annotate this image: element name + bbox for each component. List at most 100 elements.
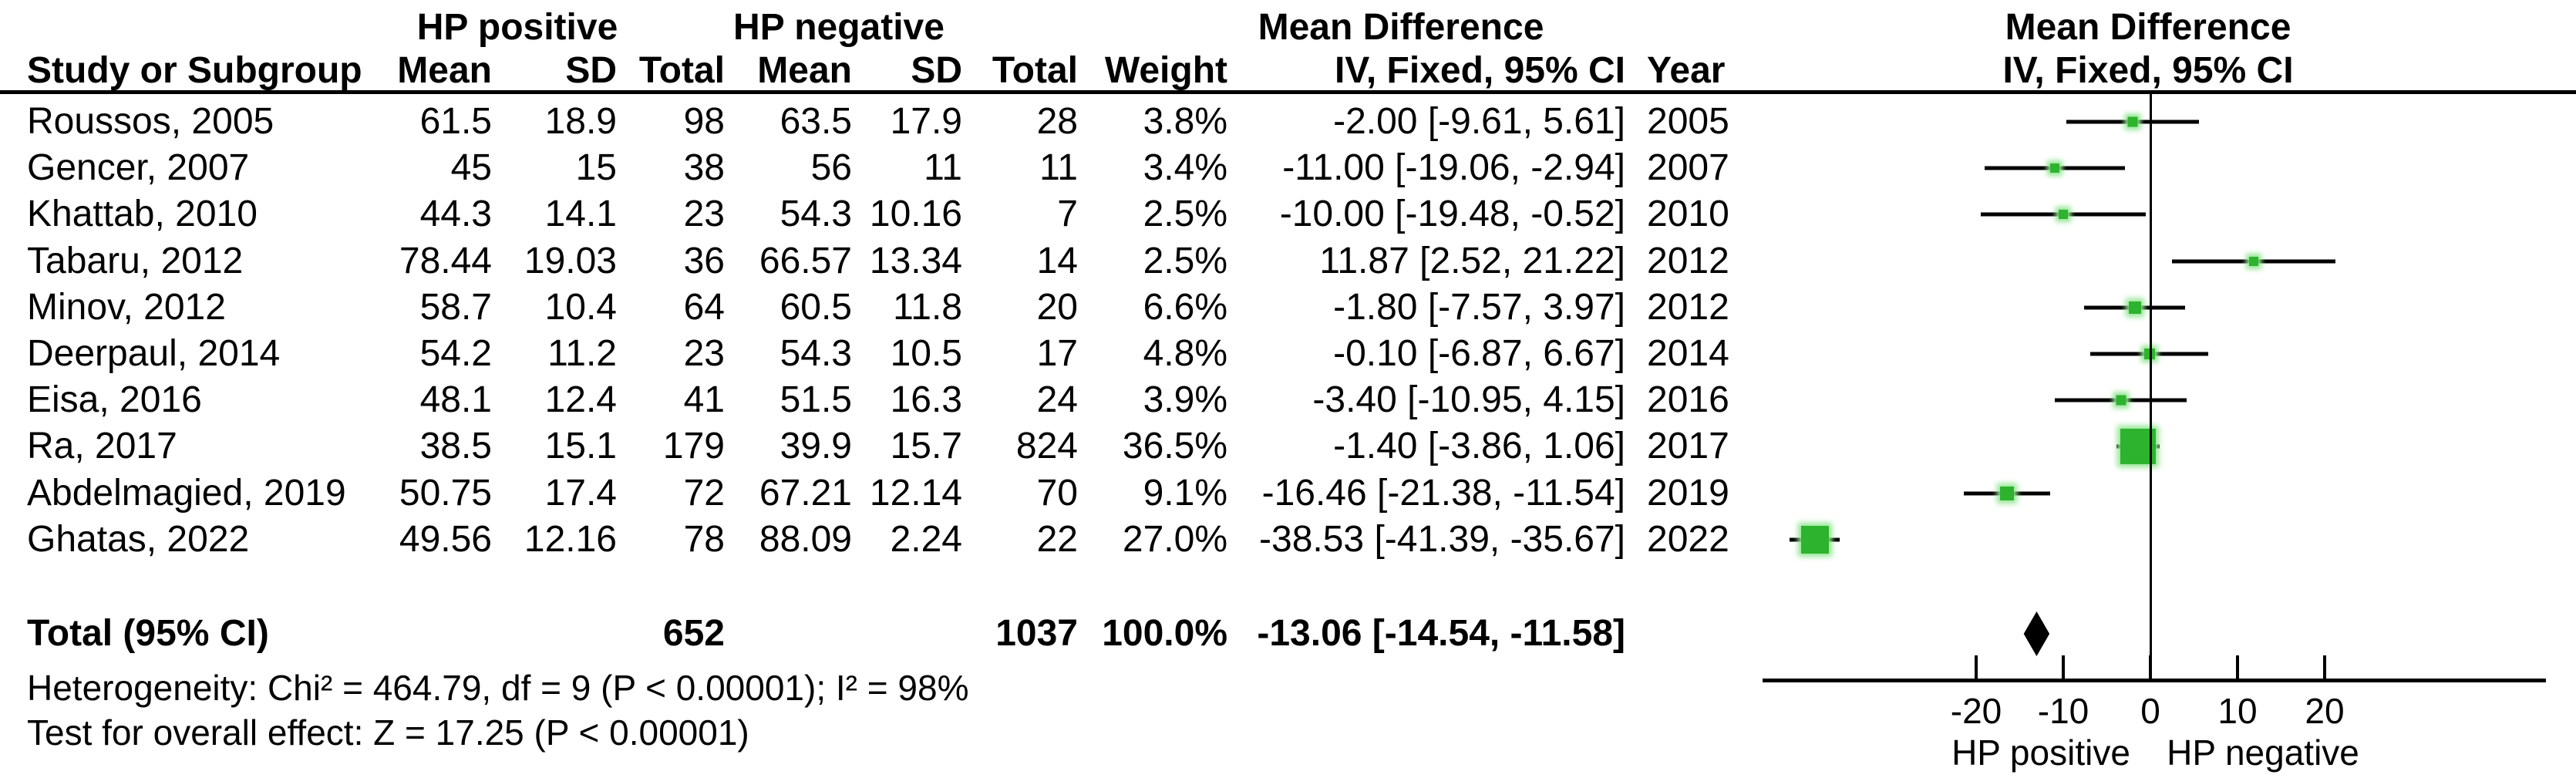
mean2-value: 56 bbox=[810, 147, 852, 189]
sd1-value: 12.16 bbox=[524, 518, 617, 560]
study-name: Abdelmagied, 2019 bbox=[27, 472, 346, 514]
axis-label-left: HP positive bbox=[1951, 733, 2130, 773]
header-separator-line bbox=[0, 90, 2576, 94]
study-name: Roussos, 2005 bbox=[27, 101, 274, 142]
mean2-value: 60.5 bbox=[780, 286, 852, 328]
sd1-value: 10.4 bbox=[544, 286, 617, 328]
total-ci-text: -13.06 [-14.54, -11.58] bbox=[1257, 613, 1625, 654]
axis-tick bbox=[2236, 655, 2239, 680]
sd1-value: 12.4 bbox=[544, 379, 617, 421]
x-axis-line bbox=[1763, 679, 2546, 682]
group-header-hp-negative: HP negative bbox=[733, 7, 945, 48]
ci-text-value: -11.00 [-19.06, -2.94] bbox=[1282, 147, 1625, 189]
mean2-value: 54.3 bbox=[780, 194, 852, 235]
effect-square bbox=[2116, 395, 2126, 406]
mean1-value: 54.2 bbox=[419, 333, 492, 374]
mean1-value: 61.5 bbox=[419, 101, 492, 142]
total1-value: 64 bbox=[683, 286, 725, 328]
md-column-header: Mean Difference bbox=[1258, 7, 1544, 48]
plot-subheader-ci: IV, Fixed, 95% CI bbox=[2002, 50, 2294, 91]
total-n1: 652 bbox=[662, 613, 725, 654]
ci-text-value: -10.00 [-19.48, -0.52] bbox=[1279, 194, 1625, 235]
total2-value: 28 bbox=[1036, 101, 1078, 142]
ci-text-value: -3.40 [-10.95, 4.15] bbox=[1312, 379, 1625, 421]
study-name: Gencer, 2007 bbox=[27, 147, 250, 189]
mean1-value: 38.5 bbox=[419, 426, 492, 467]
total2-value: 70 bbox=[1036, 472, 1078, 514]
mean2-value: 51.5 bbox=[780, 379, 852, 421]
study-name: Minov, 2012 bbox=[27, 286, 226, 328]
pooled-effect-diamond bbox=[2023, 611, 2050, 656]
mean1-value: 49.56 bbox=[399, 518, 492, 560]
year-value: 2010 bbox=[1647, 194, 1729, 235]
total2-value: 14 bbox=[1036, 240, 1078, 281]
year-value: 2012 bbox=[1647, 286, 1729, 328]
axis-tick bbox=[1975, 655, 1978, 680]
weight-value: 9.1% bbox=[1143, 472, 1227, 514]
col-header-study: Study or Subgroup bbox=[27, 50, 362, 91]
year-value: 2019 bbox=[1647, 472, 1729, 514]
col-header-total1: Total bbox=[638, 50, 725, 91]
sd2-value: 11 bbox=[924, 147, 962, 189]
effect-square bbox=[2143, 349, 2155, 359]
axis-tick bbox=[2062, 655, 2065, 680]
sd2-value: 16.3 bbox=[890, 379, 962, 421]
sd2-value: 15.7 bbox=[890, 426, 962, 467]
weight-value: 4.8% bbox=[1143, 333, 1227, 374]
effect-square bbox=[1800, 525, 1829, 554]
total1-value: 98 bbox=[683, 101, 725, 142]
sd2-value: 2.24 bbox=[890, 518, 962, 560]
year-value: 2012 bbox=[1647, 240, 1729, 281]
study-name: Tabaru, 2012 bbox=[27, 240, 244, 281]
axis-tick-label: 0 bbox=[2140, 691, 2160, 731]
mean1-value: 58.7 bbox=[419, 286, 492, 328]
axis-tick-label: -10 bbox=[2037, 691, 2089, 731]
heterogeneity-text: Heterogeneity: Chi² = 464.79, df = 9 (P … bbox=[27, 668, 969, 708]
ci-text-value: -16.46 [-21.38, -11.54] bbox=[1261, 472, 1625, 514]
mean2-value: 66.57 bbox=[759, 240, 852, 281]
year-value: 2005 bbox=[1647, 101, 1729, 142]
total2-value: 11 bbox=[1039, 147, 1078, 189]
total1-value: 23 bbox=[683, 194, 725, 235]
year-value: 2017 bbox=[1647, 426, 1729, 467]
col-header-sd2: SD bbox=[911, 50, 962, 91]
ci-text-value: -2.00 [-9.61, 5.61] bbox=[1333, 101, 1625, 142]
ci-text-value: -1.80 [-7.57, 3.97] bbox=[1333, 286, 1625, 328]
total1-value: 36 bbox=[683, 240, 725, 281]
total-n2: 1037 bbox=[995, 613, 1078, 654]
overall-effect-text: Test for overall effect: Z = 17.25 (P < … bbox=[27, 712, 749, 753]
weight-value: 36.5% bbox=[1122, 426, 1227, 467]
total1-value: 23 bbox=[683, 333, 725, 374]
total1-value: 179 bbox=[662, 426, 725, 467]
sd1-value: 19.03 bbox=[524, 240, 617, 281]
weight-value: 6.6% bbox=[1143, 286, 1227, 328]
col-header-year: Year bbox=[1647, 50, 1726, 91]
ci-text-value: -1.40 [-3.86, 1.06] bbox=[1333, 426, 1625, 467]
sd2-value: 13.34 bbox=[869, 240, 962, 281]
weight-value: 3.9% bbox=[1143, 379, 1227, 421]
study-name: Khattab, 2010 bbox=[27, 194, 258, 235]
mean1-value: 50.75 bbox=[399, 472, 492, 514]
group-header-hp-positive: HP positive bbox=[416, 7, 618, 48]
axis-tick bbox=[2149, 655, 2152, 680]
effect-square bbox=[2127, 116, 2138, 127]
mean2-value: 39.9 bbox=[780, 426, 852, 467]
weight-value: 27.0% bbox=[1122, 518, 1227, 560]
total2-value: 7 bbox=[1057, 194, 1078, 235]
weight-value: 3.4% bbox=[1143, 147, 1227, 189]
sd1-value: 18.9 bbox=[544, 101, 617, 142]
sd1-value: 15 bbox=[575, 147, 617, 189]
year-value: 2014 bbox=[1647, 333, 1729, 374]
sd1-value: 15.1 bbox=[544, 426, 617, 467]
sd2-value: 10.16 bbox=[869, 194, 962, 235]
effect-square bbox=[2059, 210, 2068, 220]
total1-value: 41 bbox=[683, 379, 725, 421]
axis-label-right: HP negative bbox=[2167, 733, 2359, 773]
total2-value: 20 bbox=[1036, 286, 1078, 328]
col-header-sd1: SD bbox=[565, 50, 617, 91]
year-value: 2022 bbox=[1647, 518, 1729, 560]
sd2-value: 12.14 bbox=[869, 472, 962, 514]
axis-tick-label: 10 bbox=[2217, 691, 2258, 731]
mean1-value: 45 bbox=[450, 147, 492, 189]
